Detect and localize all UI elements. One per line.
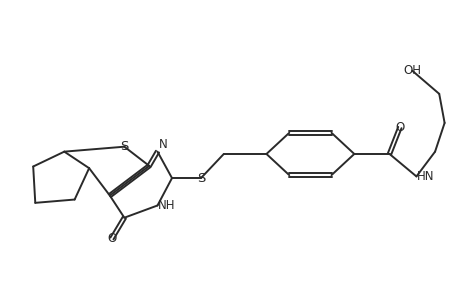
Text: O: O <box>394 121 403 134</box>
Text: HN: HN <box>415 170 433 183</box>
Text: S: S <box>120 140 128 153</box>
Text: OH: OH <box>403 64 420 77</box>
Text: N: N <box>158 138 167 151</box>
Text: NH: NH <box>157 199 174 212</box>
Text: O: O <box>107 232 116 245</box>
Text: S: S <box>196 172 205 184</box>
